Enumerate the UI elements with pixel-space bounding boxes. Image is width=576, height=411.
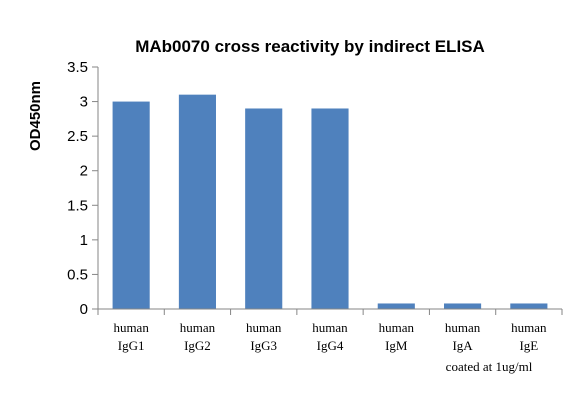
bar	[444, 303, 482, 309]
y-tick-label: 3.5	[67, 59, 88, 76]
x-tick-label: IgG2	[184, 338, 211, 353]
x-tick-label: human	[511, 320, 547, 335]
x-tick-label: IgG4	[317, 338, 344, 353]
x-tick-label: IgE	[519, 338, 538, 353]
x-tick-label: human	[312, 320, 348, 335]
x-tick-label: IgG3	[250, 338, 277, 353]
x-tick-label: IgA	[452, 338, 473, 353]
x-tick-label: IgM	[385, 338, 408, 353]
x-axis-labels: human IgG1 human IgG2 human IgG3 human IgG4 huma…	[113, 320, 547, 353]
y-tick-label: 0.5	[67, 266, 88, 283]
y-tick-label: 1	[80, 232, 88, 249]
x-tick-label: human	[445, 320, 481, 335]
chart-title: MAb0070 cross reactivity by indirect ELI…	[135, 37, 485, 56]
x-tick-label: human	[246, 320, 282, 335]
annotation: coated at 1ug/ml	[446, 359, 533, 374]
x-tick-label: IgG1	[118, 338, 145, 353]
y-tick-label: 2.5	[67, 128, 88, 145]
bar	[510, 303, 548, 309]
y-axis-ticks: 0 0.5 1 1.5 2 2.5 3 3.5	[67, 59, 98, 318]
y-tick-label: 0	[80, 301, 88, 318]
bar	[245, 108, 283, 309]
y-axis-label: OD450nm	[27, 81, 44, 151]
bar	[112, 101, 150, 309]
y-tick-label: 1.5	[67, 197, 88, 214]
bar	[311, 108, 349, 309]
x-tick-label: human	[113, 320, 149, 335]
x-tick-label: human	[180, 320, 216, 335]
axes	[97, 67, 563, 315]
y-tick-label: 3	[80, 94, 88, 111]
y-tick-label: 2	[80, 163, 88, 180]
x-tick-label: human	[379, 320, 415, 335]
bar	[178, 94, 216, 310]
bar	[377, 303, 415, 309]
bars	[112, 94, 548, 310]
